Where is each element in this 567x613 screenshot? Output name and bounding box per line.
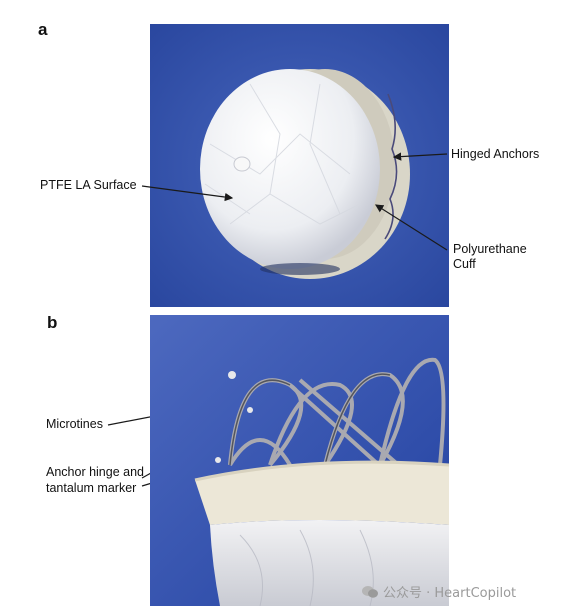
watermark-text: 公众号 · HeartCopilot [383,586,517,601]
photo-panel-b [150,315,449,606]
label-polyurethane: Polyurethane [453,242,527,256]
label-microtines: Microtines [46,417,103,431]
label-ptfe-la-surface: PTFE LA Surface [40,178,137,192]
foam-cuff [195,462,449,525]
watermark: 公众号 · HeartCopilot [362,582,516,601]
panel-letter-b: b [47,313,58,332]
occluder-device-image [150,24,449,307]
label-cuff: Cuff [453,257,476,271]
wechat-icon [362,585,378,599]
ptfe-surface-shape [200,69,380,269]
fabric-body [210,520,449,606]
photo-panel-a [150,24,449,307]
label-tantalum-marker: tantalum marker [46,481,137,495]
panel-letter-a: a [38,20,48,39]
label-hinged-anchors: Hinged Anchors [451,147,540,161]
anchor-frame-image [150,315,449,606]
label-anchor-hinge: Anchor hinge and [46,465,144,479]
